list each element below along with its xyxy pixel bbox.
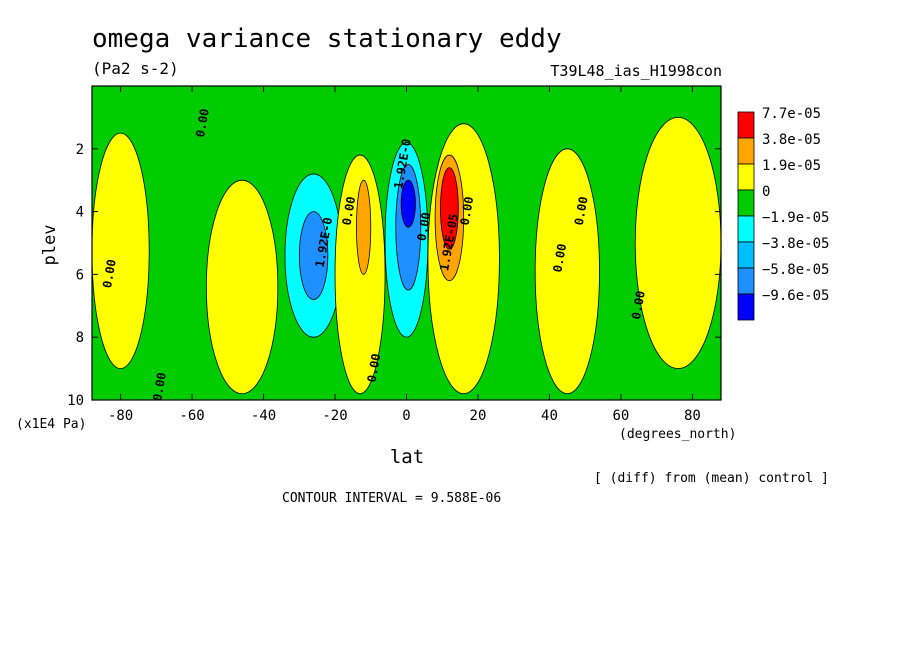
- legend-swatch: [737, 163, 755, 191]
- chart-units: (Pa2 s-2): [92, 59, 179, 78]
- y-tick-label: 8: [76, 330, 84, 346]
- contour-label: 0.00: [365, 352, 384, 383]
- legend-swatch: [737, 189, 755, 217]
- x-tick-label: 0: [402, 408, 410, 424]
- x-tick-label: -40: [251, 408, 276, 424]
- legend-swatch: [737, 267, 755, 295]
- legend-swatch: [737, 215, 755, 243]
- y-axis-label: plev: [40, 225, 60, 266]
- contour-label: 0.00: [457, 195, 476, 226]
- region-darkblue-eq: [400, 179, 416, 228]
- legend-label: 7.7e-05: [762, 106, 821, 122]
- y-tick-label: 6: [76, 267, 84, 283]
- legend-swatch: [737, 241, 755, 269]
- x-axis-label: lat: [390, 446, 424, 468]
- legend-label: 3.8e-05: [762, 132, 821, 148]
- legend-label: −1.9e-05: [762, 210, 829, 226]
- x-tick-label: -20: [322, 408, 347, 424]
- region-yellow-west-band: [91, 132, 150, 370]
- region-orange-eq-south: [356, 179, 372, 275]
- y-tick-label: 4: [76, 205, 84, 221]
- x-tick-label: -60: [179, 408, 204, 424]
- contour-label: 0.00: [150, 371, 169, 402]
- footer-note: [ (diff) from (mean) control ]: [594, 471, 829, 486]
- x-tick-label: 20: [470, 408, 487, 424]
- legend-label: −9.6e-05: [762, 288, 829, 304]
- x-axis-units: (degrees_north): [619, 427, 736, 442]
- region-yellow-east: [634, 117, 722, 369]
- contour-label: 0.00: [193, 108, 212, 139]
- legend-swatch: [737, 293, 755, 321]
- axes: -80 -60 -40 -20 0 20 40 60 80 2 4 6 8 10: [67, 85, 722, 424]
- y-tick-label: 10: [67, 393, 84, 409]
- contour-interval: CONTOUR INTERVAL = 9.588E-06: [282, 491, 501, 506]
- color-legend: 7.7e-05 3.8e-05 1.9e-05 0 −1.9e-05 −3.8e-05 −5…: [737, 106, 829, 321]
- legend-label: −5.8e-05: [762, 262, 829, 278]
- chart-title: omega variance stationary eddy: [92, 24, 562, 54]
- region-yellow-midwest: [205, 179, 279, 395]
- contour-label: 0.00: [415, 211, 434, 242]
- run-label: T39L48_ias_H1998con: [550, 62, 722, 80]
- y-axis-units: (x1E4 Pa): [16, 417, 86, 432]
- x-tick-label: -80: [108, 408, 133, 424]
- contour-label: 0.00: [572, 195, 591, 226]
- contour-label: 0.00: [100, 258, 119, 289]
- x-tick-label: 40: [541, 408, 558, 424]
- region-yellow-eq-south: [334, 154, 386, 395]
- legend-swatch: [737, 137, 755, 165]
- x-tick-label: 80: [684, 408, 701, 424]
- legend-label: −3.8e-05: [762, 236, 829, 252]
- contour-label: 0.00: [550, 243, 569, 274]
- contour-label: 0.00: [340, 195, 359, 226]
- legend-label: 0: [762, 184, 770, 200]
- legend-swatch: [737, 111, 755, 139]
- contour-label: 0.00: [629, 290, 648, 321]
- region-red-nh: [440, 167, 459, 250]
- legend-label: 1.9e-05: [762, 158, 821, 174]
- x-tick-label: 60: [613, 408, 630, 424]
- region-yellow-east-mid: [534, 148, 600, 395]
- region-blue-sh-low: [298, 211, 329, 300]
- plot-area: 0.000.000.001.92E-00.000.001.92E-00.00 1.…: [91, 86, 722, 402]
- y-tick-label: 2: [76, 142, 84, 158]
